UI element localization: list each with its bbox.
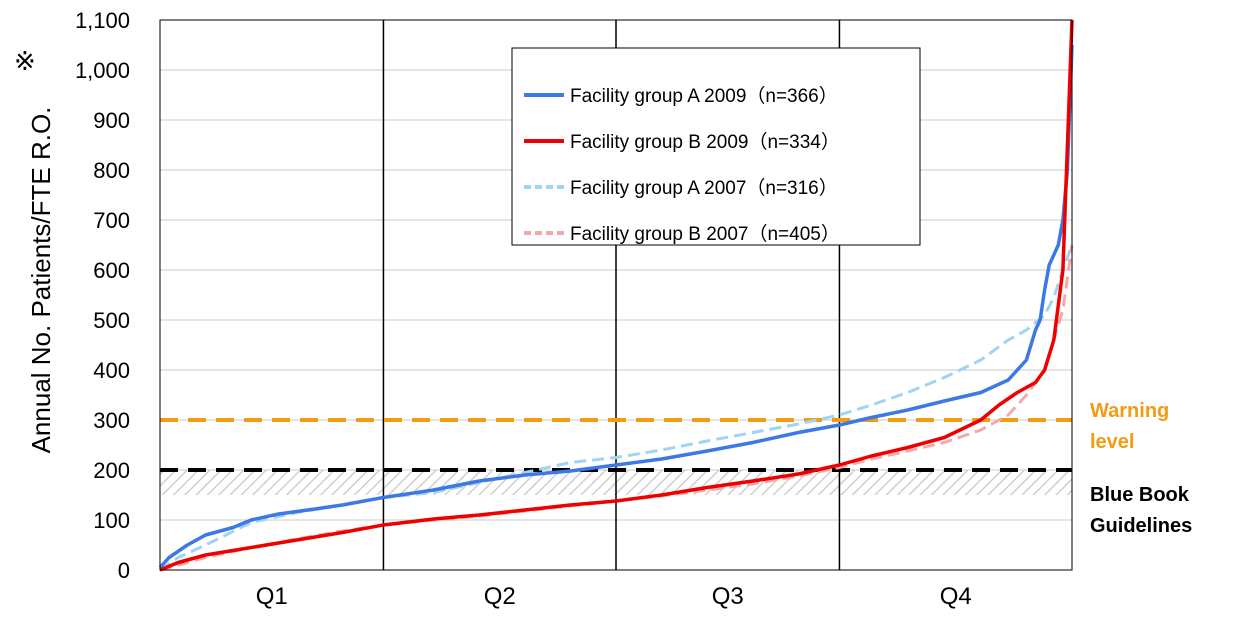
y-axis-footnote-mark: ※ (14, 46, 36, 76)
x-category-label: Q3 (712, 583, 744, 610)
legend-box (511, 47, 921, 246)
plot-frame (159, 19, 1073, 571)
x-category-label: Q1 (256, 583, 288, 610)
y-tick-label: 300 (93, 408, 130, 433)
axes (159, 19, 1073, 571)
tick-labels: 0 100 200 300 400 500 600 700 800 900 1,000 1,100 Q1… (75, 8, 972, 610)
legend-entry: Facility group A 2007（n=316） (570, 177, 838, 199)
y-tick-label: 0 (118, 558, 130, 583)
y-tick-label: 600 (93, 258, 130, 283)
reference-line-label: level (1090, 431, 1134, 453)
y-tick-label: 700 (93, 208, 130, 233)
legend-entry: Facility group B 2009（n=334） (570, 131, 840, 153)
series-line (158, 44, 1074, 569)
reference-line-label: Guidelines (1090, 515, 1192, 537)
y-tick-label: 500 (93, 308, 130, 333)
legend: Facility group A 2009（n=366） Facility gro… (511, 47, 921, 246)
y-tick-label: 900 (93, 108, 130, 133)
y-tick-label: 1,000 (75, 58, 130, 83)
reference-line-label: Blue Book (1090, 484, 1190, 506)
series-line (159, 19, 1074, 572)
y-tick-label: 200 (93, 458, 130, 483)
y-tick-label: 800 (93, 158, 130, 183)
series-lines (158, 19, 1074, 572)
legend-entry: Facility group A 2009（n=366） (570, 85, 838, 107)
x-category-label: Q2 (484, 583, 516, 610)
y-tick-label: 400 (93, 358, 130, 383)
legend-entry: Facility group B 2007（n=405） (570, 223, 840, 245)
reference-line-label: Warning (1090, 400, 1169, 422)
y-axis-label: Annual No. Patients/FTE R.O. (26, 107, 56, 454)
reference-lines: Warning level Blue Book Guidelines (160, 400, 1192, 537)
x-category-label: Q4 (940, 583, 972, 610)
y-tick-label: 100 (93, 508, 130, 533)
y-tick-label: 1,100 (75, 8, 130, 33)
